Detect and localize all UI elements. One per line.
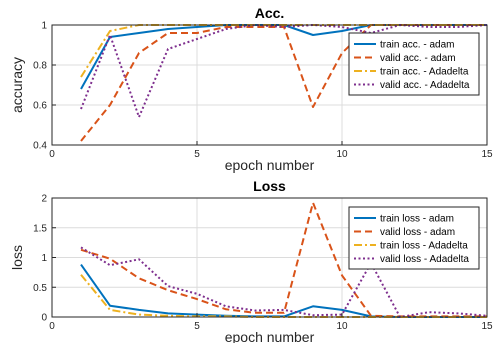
x-tick-label: 0	[49, 149, 55, 160]
y-tick-label: 2	[41, 194, 47, 205]
y-tick-label: 0	[41, 313, 47, 324]
legend-label-1: train acc. - adam	[380, 40, 454, 51]
series-line-4	[80, 246, 488, 318]
legend-label-2: valid acc. - adam	[380, 53, 456, 64]
accuracy-chart: 0 5 10 15 0.4 0.6 0.8 1 Acc. epoch number accuracy…	[9, 5, 493, 173]
x-tick-label: 10	[336, 321, 348, 332]
y-tick-label: 0.6	[33, 101, 47, 112]
legend-label-3: train loss - Adadelta	[380, 241, 468, 252]
legend-label-4: valid loss - Adadelta	[380, 254, 469, 265]
y-tick-label: 1	[41, 253, 47, 264]
y-tick-label: 1.5	[33, 223, 47, 234]
legend: train acc. - adam valid acc. - adam train …	[348, 32, 480, 96]
chart-title: Acc.	[255, 5, 285, 21]
y-axis-label: loss	[9, 245, 25, 270]
x-axis-label: epoch number	[225, 157, 315, 173]
y-tick-label: 0.5	[33, 283, 47, 294]
chart-title: Loss	[253, 178, 286, 194]
x-tick-label: 15	[481, 149, 493, 160]
legend-label-1: train loss - adam	[380, 214, 454, 225]
y-tick-label: 0.8	[33, 61, 47, 72]
x-tick-label: 5	[194, 149, 200, 160]
x-tick-label: 15	[481, 321, 493, 332]
legend: train loss - adam valid loss - adam train …	[348, 206, 480, 270]
series-line-2	[80, 201, 487, 318]
loss-chart: 0 5 10 15 0 0.5 1 1.5 2 Loss epoch number loss train…	[9, 178, 493, 343]
legend-label-4: valid acc. - Adadelta	[380, 80, 470, 91]
legend-label-2: valid loss - adam	[380, 227, 455, 238]
series-line-4	[80, 24, 488, 118]
x-axis-label: epoch number	[225, 329, 315, 343]
y-axis-label: accuracy	[9, 57, 25, 113]
x-tick-label: 0	[49, 321, 55, 332]
x-tick-label: 5	[194, 321, 200, 332]
x-tick-label: 10	[336, 149, 348, 160]
axes-frame	[51, 24, 488, 146]
y-tick-label: 1	[41, 21, 47, 32]
y-tick-label: 0.4	[33, 141, 47, 152]
legend-label-3: train acc. - Adadelta	[380, 67, 469, 78]
